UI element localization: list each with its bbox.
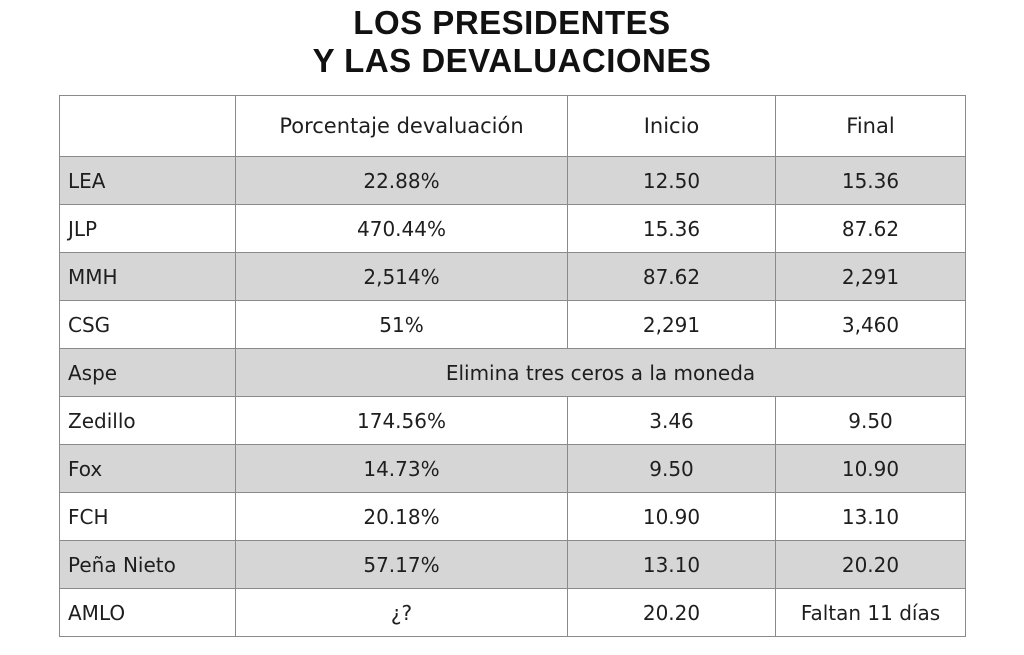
title-line-2: Y LAS DEVALUACIONES (312, 42, 712, 79)
percentage-cell: 22.88% (235, 156, 568, 205)
table-row: CSG 51% 2,291 3,460 (59, 300, 966, 349)
percentage-cell: 2,514% (235, 252, 568, 301)
end-value-cell: 87.62 (775, 204, 966, 253)
start-value-cell: 20.20 (567, 588, 776, 637)
start-value-cell: 3.46 (567, 396, 776, 445)
start-value-cell: 87.62 (567, 252, 776, 301)
header-cell-empty (59, 95, 236, 157)
percentage-cell: 51% (235, 300, 568, 349)
table-body: Porcentaje devaluación Inicio Final LEA 2… (59, 95, 966, 637)
table-header-row: Porcentaje devaluación Inicio Final (59, 95, 966, 157)
header-cell-percentage: Porcentaje devaluación (235, 95, 568, 157)
president-name-cell: Fox (59, 444, 236, 493)
start-value-cell: 12.50 (567, 156, 776, 205)
start-value-cell: 13.10 (567, 540, 776, 589)
end-value-cell: 13.10 (775, 492, 966, 541)
percentage-cell: 470.44% (235, 204, 568, 253)
table-row: MMH 2,514% 87.62 2,291 (59, 252, 966, 301)
start-value-cell: 15.36 (567, 204, 776, 253)
percentage-cell: 20.18% (235, 492, 568, 541)
end-value-cell: 10.90 (775, 444, 966, 493)
start-value-cell: 2,291 (567, 300, 776, 349)
end-value-cell: 3,460 (775, 300, 966, 349)
page-title: LOS PRESIDENTES Y LAS DEVALUACIONES (0, 4, 1024, 80)
table-row: Zedillo 174.56% 3.46 9.50 (59, 396, 966, 445)
start-value-cell: 9.50 (567, 444, 776, 493)
header-cell-end: Final (775, 95, 966, 157)
end-value-cell: 20.20 (775, 540, 966, 589)
end-value-cell: 2,291 (775, 252, 966, 301)
percentage-cell: 14.73% (235, 444, 568, 493)
end-value-cell: 15.36 (775, 156, 966, 205)
start-value-cell: 10.90 (567, 492, 776, 541)
president-name-cell: Zedillo (59, 396, 236, 445)
percentage-cell: ¿? (235, 588, 568, 637)
end-value-cell: 9.50 (775, 396, 966, 445)
president-name-cell: JLP (59, 204, 236, 253)
president-name-cell: Peña Nieto (59, 540, 236, 589)
president-name-cell: MMH (59, 252, 236, 301)
table-row: JLP 470.44% 15.36 87.62 (59, 204, 966, 253)
president-name-cell: Aspe (59, 348, 236, 397)
table-row: AMLO ¿? 20.20 Faltan 11 días (59, 588, 966, 637)
end-value-cell: Faltan 11 días (775, 588, 966, 637)
header-cell-start: Inicio (567, 95, 776, 157)
president-name-cell: AMLO (59, 588, 236, 637)
title-line-1: LOS PRESIDENTES (353, 4, 671, 41)
table-row: Fox 14.73% 9.50 10.90 (59, 444, 966, 493)
president-name-cell: CSG (59, 300, 236, 349)
percentage-cell: 57.17% (235, 540, 568, 589)
table-row: Aspe Elimina tres ceros a la moneda (59, 348, 966, 397)
devaluation-table: Porcentaje devaluación Inicio Final LEA 2… (59, 95, 966, 637)
merged-note-cell: Elimina tres ceros a la moneda (235, 348, 966, 397)
president-name-cell: FCH (59, 492, 236, 541)
table-row: FCH 20.18% 10.90 13.10 (59, 492, 966, 541)
president-name-cell: LEA (59, 156, 236, 205)
percentage-cell: 174.56% (235, 396, 568, 445)
table-row: Peña Nieto 57.17% 13.10 20.20 (59, 540, 966, 589)
table-row: LEA 22.88% 12.50 15.36 (59, 156, 966, 205)
